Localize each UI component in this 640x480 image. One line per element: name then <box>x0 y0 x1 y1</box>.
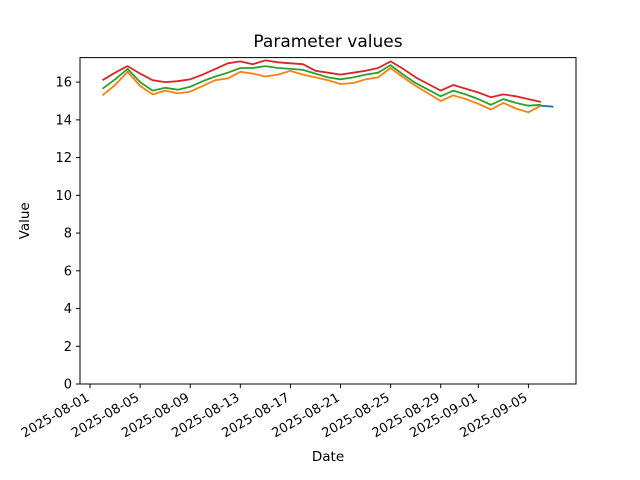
chart-title: Parameter values <box>253 32 402 52</box>
series-green-line <box>101 64 541 107</box>
plot-area: 02468101214162025-08-012025-08-052025-08… <box>19 57 577 441</box>
y-tick-label: 8 <box>64 227 72 242</box>
series-red-line <box>102 59 542 103</box>
series-blue-line <box>540 104 554 108</box>
series-orange-line <box>101 67 542 114</box>
y-tick-label: 6 <box>64 264 72 279</box>
axes-border <box>79 57 577 385</box>
y-tick-label: 4 <box>64 302 72 317</box>
y-tick-label: 12 <box>55 151 72 166</box>
x-axis-label: Date <box>312 449 344 465</box>
y-tick-label: 0 <box>64 378 72 393</box>
y-axis-label: Value <box>17 202 33 239</box>
y-tick-label: 16 <box>55 76 72 91</box>
y-tick-label: 2 <box>64 340 72 355</box>
y-tick-label: 10 <box>55 189 72 204</box>
y-tick-label: 14 <box>55 113 72 128</box>
